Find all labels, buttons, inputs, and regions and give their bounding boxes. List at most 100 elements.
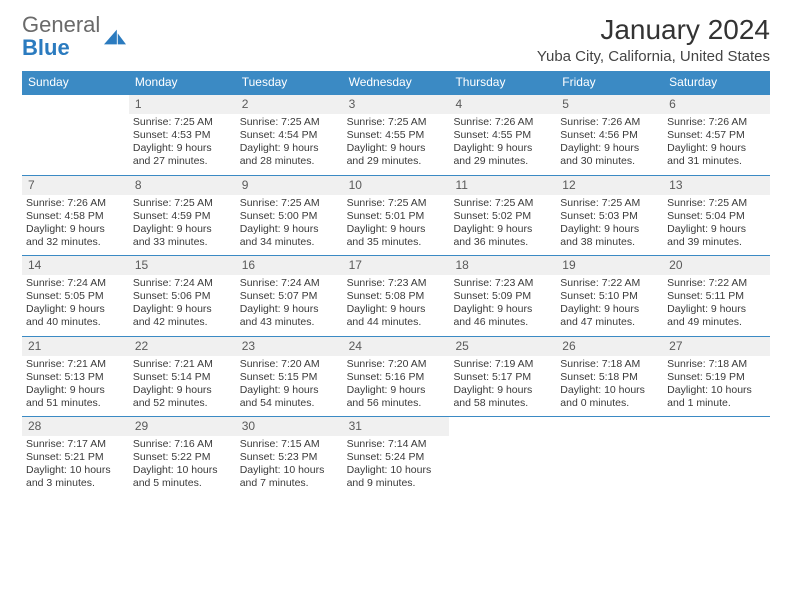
day-number: 4 xyxy=(449,94,556,114)
day-header: Thursday xyxy=(449,71,556,94)
day-cell: Sunrise: 7:22 AMSunset: 5:11 PMDaylight:… xyxy=(663,275,770,336)
sunrise-label: Sunrise: 7:18 AM xyxy=(560,358,659,371)
day-cell: Sunrise: 7:15 AMSunset: 5:23 PMDaylight:… xyxy=(236,436,343,497)
day-number: 26 xyxy=(556,336,663,356)
sunset-label: Sunset: 5:03 PM xyxy=(560,210,659,223)
day-number xyxy=(663,416,770,436)
day-cell: Sunrise: 7:23 AMSunset: 5:08 PMDaylight:… xyxy=(343,275,450,336)
sunrise-label: Sunrise: 7:20 AM xyxy=(240,358,339,371)
day-cell: Sunrise: 7:25 AMSunset: 5:02 PMDaylight:… xyxy=(449,195,556,256)
day-number: 12 xyxy=(556,175,663,195)
sunset-label: Sunset: 4:55 PM xyxy=(453,129,552,142)
day-cell: Sunrise: 7:25 AMSunset: 4:59 PMDaylight:… xyxy=(129,195,236,256)
day-number: 30 xyxy=(236,416,343,436)
sunset-label: Sunset: 4:59 PM xyxy=(133,210,232,223)
week-daynum-row: 14151617181920 xyxy=(22,255,770,275)
day-number: 27 xyxy=(663,336,770,356)
daylight-label: Daylight: 10 hours and 9 minutes. xyxy=(347,464,446,490)
logo-text: General Blue xyxy=(22,14,100,60)
day-number: 29 xyxy=(129,416,236,436)
sunrise-label: Sunrise: 7:21 AM xyxy=(26,358,125,371)
sunrise-label: Sunrise: 7:17 AM xyxy=(26,438,125,451)
sunrise-label: Sunrise: 7:25 AM xyxy=(240,197,339,210)
sunset-label: Sunset: 4:55 PM xyxy=(347,129,446,142)
daylight-label: Daylight: 9 hours and 54 minutes. xyxy=(240,384,339,410)
day-number: 16 xyxy=(236,255,343,275)
day-header: Monday xyxy=(129,71,236,94)
day-number xyxy=(449,416,556,436)
sunrise-label: Sunrise: 7:23 AM xyxy=(347,277,446,290)
day-header: Sunday xyxy=(22,71,129,94)
daylight-label: Daylight: 9 hours and 49 minutes. xyxy=(667,303,766,329)
daylight-label: Daylight: 9 hours and 33 minutes. xyxy=(133,223,232,249)
day-number: 23 xyxy=(236,336,343,356)
day-number: 5 xyxy=(556,94,663,114)
week-daynum-row: 21222324252627 xyxy=(22,336,770,356)
day-cell: Sunrise: 7:19 AMSunset: 5:17 PMDaylight:… xyxy=(449,356,556,417)
sunrise-label: Sunrise: 7:25 AM xyxy=(133,116,232,129)
sunrise-label: Sunrise: 7:21 AM xyxy=(133,358,232,371)
sunrise-label: Sunrise: 7:22 AM xyxy=(560,277,659,290)
title-block: January 2024 Yuba City, California, Unit… xyxy=(537,14,770,65)
day-cell: Sunrise: 7:24 AMSunset: 5:05 PMDaylight:… xyxy=(22,275,129,336)
daylight-label: Daylight: 9 hours and 43 minutes. xyxy=(240,303,339,329)
day-number: 3 xyxy=(343,94,450,114)
sunrise-label: Sunrise: 7:26 AM xyxy=(560,116,659,129)
calendar-page: General Blue January 2024 Yuba City, Cal… xyxy=(0,0,792,507)
logo: General Blue xyxy=(22,14,126,60)
logo-part2: Blue xyxy=(22,35,70,60)
daylight-label: Daylight: 9 hours and 46 minutes. xyxy=(453,303,552,329)
day-cell: Sunrise: 7:25 AMSunset: 4:55 PMDaylight:… xyxy=(343,114,450,175)
day-cell: Sunrise: 7:21 AMSunset: 5:13 PMDaylight:… xyxy=(22,356,129,417)
week-info-row: Sunrise: 7:26 AMSunset: 4:58 PMDaylight:… xyxy=(22,195,770,256)
sunset-label: Sunset: 5:01 PM xyxy=(347,210,446,223)
sunset-label: Sunset: 4:54 PM xyxy=(240,129,339,142)
sunset-label: Sunset: 5:22 PM xyxy=(133,451,232,464)
sunset-label: Sunset: 5:09 PM xyxy=(453,290,552,303)
sunrise-label: Sunrise: 7:25 AM xyxy=(347,116,446,129)
sunset-label: Sunset: 5:19 PM xyxy=(667,371,766,384)
day-cell: Sunrise: 7:26 AMSunset: 4:58 PMDaylight:… xyxy=(22,195,129,256)
day-header: Friday xyxy=(556,71,663,94)
sunset-label: Sunset: 5:14 PM xyxy=(133,371,232,384)
day-number: 7 xyxy=(22,175,129,195)
daylight-label: Daylight: 9 hours and 32 minutes. xyxy=(26,223,125,249)
day-cell: Sunrise: 7:20 AMSunset: 5:16 PMDaylight:… xyxy=(343,356,450,417)
daylight-label: Daylight: 9 hours and 34 minutes. xyxy=(240,223,339,249)
sunset-label: Sunset: 5:08 PM xyxy=(347,290,446,303)
daylight-label: Daylight: 10 hours and 3 minutes. xyxy=(26,464,125,490)
sunset-label: Sunset: 5:13 PM xyxy=(26,371,125,384)
day-cell: Sunrise: 7:18 AMSunset: 5:18 PMDaylight:… xyxy=(556,356,663,417)
sunset-label: Sunset: 5:00 PM xyxy=(240,210,339,223)
sunrise-label: Sunrise: 7:26 AM xyxy=(453,116,552,129)
day-cell: Sunrise: 7:25 AMSunset: 5:00 PMDaylight:… xyxy=(236,195,343,256)
week-daynum-row: 78910111213 xyxy=(22,175,770,195)
day-number: 20 xyxy=(663,255,770,275)
daylight-label: Daylight: 9 hours and 47 minutes. xyxy=(560,303,659,329)
day-cell: Sunrise: 7:21 AMSunset: 5:14 PMDaylight:… xyxy=(129,356,236,417)
sunrise-label: Sunrise: 7:25 AM xyxy=(560,197,659,210)
day-number: 24 xyxy=(343,336,450,356)
day-number: 1 xyxy=(129,94,236,114)
day-cell: Sunrise: 7:26 AMSunset: 4:57 PMDaylight:… xyxy=(663,114,770,175)
sunrise-label: Sunrise: 7:19 AM xyxy=(453,358,552,371)
sunset-label: Sunset: 4:58 PM xyxy=(26,210,125,223)
day-number: 19 xyxy=(556,255,663,275)
week-info-row: Sunrise: 7:21 AMSunset: 5:13 PMDaylight:… xyxy=(22,356,770,417)
sunset-label: Sunset: 4:53 PM xyxy=(133,129,232,142)
page-header: General Blue January 2024 Yuba City, Cal… xyxy=(22,14,770,65)
sunrise-label: Sunrise: 7:16 AM xyxy=(133,438,232,451)
day-cell: Sunrise: 7:26 AMSunset: 4:56 PMDaylight:… xyxy=(556,114,663,175)
sail-icon xyxy=(104,29,126,45)
sunset-label: Sunset: 4:57 PM xyxy=(667,129,766,142)
day-cell xyxy=(556,436,663,497)
daylight-label: Daylight: 9 hours and 39 minutes. xyxy=(667,223,766,249)
day-number: 2 xyxy=(236,94,343,114)
sunset-label: Sunset: 5:16 PM xyxy=(347,371,446,384)
day-cell: Sunrise: 7:25 AMSunset: 4:54 PMDaylight:… xyxy=(236,114,343,175)
day-cell: Sunrise: 7:25 AMSunset: 5:03 PMDaylight:… xyxy=(556,195,663,256)
sunrise-label: Sunrise: 7:15 AM xyxy=(240,438,339,451)
daylight-label: Daylight: 9 hours and 38 minutes. xyxy=(560,223,659,249)
day-cell: Sunrise: 7:23 AMSunset: 5:09 PMDaylight:… xyxy=(449,275,556,336)
day-number: 14 xyxy=(22,255,129,275)
